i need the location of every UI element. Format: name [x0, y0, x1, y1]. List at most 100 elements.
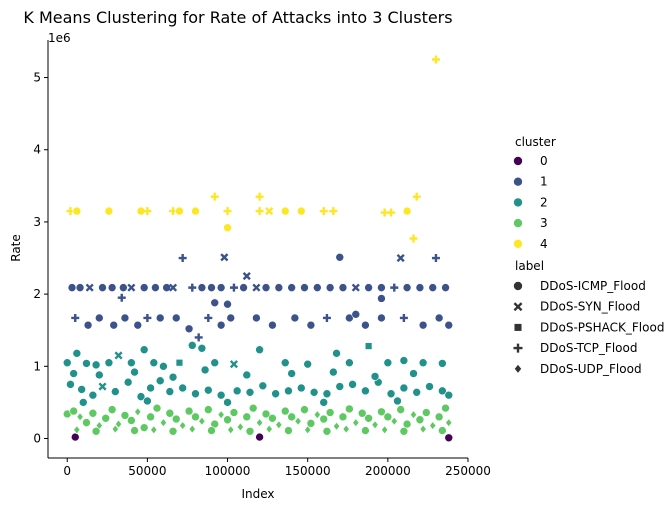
point-cluster-1-40 — [155, 313, 165, 323]
point-cluster-3-14 — [152, 403, 162, 413]
point-cluster-3-79 — [419, 424, 427, 434]
point-cluster-0-2 — [255, 432, 264, 442]
point-cluster-3-16 — [165, 408, 175, 418]
point-cluster-1-6 — [127, 283, 136, 292]
point-cluster-3-21 — [198, 416, 206, 426]
point-cluster-1-15 — [229, 283, 238, 292]
point-cluster-2-7 — [139, 345, 149, 355]
point-cluster-2-51 — [386, 389, 396, 399]
point-cluster-2-53 — [412, 388, 422, 397]
plot-area — [62, 55, 454, 443]
legend-swatch-cluster-1 — [513, 176, 523, 187]
point-cluster-1-24 — [338, 283, 348, 292]
point-cluster-3-67 — [188, 424, 196, 434]
point-cluster-4-13 — [265, 207, 274, 216]
point-cluster-2-63 — [287, 369, 296, 378]
point-cluster-2-11 — [187, 341, 197, 350]
point-cluster-3-32 — [268, 413, 277, 423]
point-cluster-3-36 — [294, 416, 302, 426]
point-cluster-3-27 — [236, 422, 244, 432]
point-cluster-3-69 — [227, 425, 235, 435]
point-cluster-3-49 — [377, 407, 386, 417]
point-cluster-4-22 — [412, 192, 421, 201]
point-cluster-3-47 — [364, 413, 373, 423]
point-cluster-1-20 — [287, 283, 296, 292]
point-cluster-1-58 — [178, 254, 187, 263]
legend-swatch-cluster-4 — [513, 239, 523, 249]
point-cluster-2-22 — [399, 356, 409, 365]
point-cluster-1-60 — [242, 272, 251, 281]
point-cluster-4-16 — [319, 207, 328, 216]
chart-title: K Means Clustering for Rate of Attacks i… — [23, 8, 452, 27]
point-cluster-0-1 — [70, 432, 80, 442]
point-cluster-1-56 — [434, 313, 444, 323]
point-cluster-4-17 — [329, 207, 338, 216]
point-cluster-2-26 — [77, 385, 86, 394]
point-cluster-3-3 — [82, 418, 91, 427]
y-ticks: 0 1 2 3 4 5 — [33, 71, 48, 446]
point-cluster-1-1 — [75, 283, 85, 292]
point-cluster-3-33 — [275, 420, 283, 430]
point-cluster-3-42 — [332, 421, 341, 431]
x-tick-label: 100000 — [205, 464, 251, 478]
point-cluster-3-62 — [91, 426, 101, 436]
point-cluster-1-39 — [143, 313, 152, 322]
point-cluster-2-25 — [66, 380, 75, 389]
legend-swatch-cluster-3 — [513, 218, 523, 228]
point-cluster-1-54 — [399, 313, 408, 322]
y-axis-label: Rate — [9, 234, 23, 262]
point-cluster-2-12 — [197, 343, 207, 353]
point-cluster-2-23 — [418, 358, 428, 368]
point-cluster-3-13 — [146, 412, 155, 422]
point-cluster-2-14 — [229, 360, 239, 369]
point-cluster-2-4 — [104, 358, 114, 368]
x-tick-label: 0 — [63, 464, 71, 478]
point-cluster-3-17 — [171, 414, 181, 424]
point-cluster-2-13 — [210, 358, 220, 368]
point-cluster-2-28 — [98, 382, 107, 391]
point-cluster-3-45 — [352, 418, 360, 428]
point-cluster-3-64 — [130, 426, 139, 435]
point-cluster-1-53 — [377, 313, 386, 323]
point-cluster-2-40 — [245, 388, 255, 397]
point-cluster-3-46 — [357, 408, 367, 418]
y-tick-label: 3 — [33, 215, 41, 229]
point-cluster-3-9 — [120, 411, 130, 420]
point-cluster-2-35 — [178, 383, 187, 393]
point-cluster-3-39 — [313, 410, 321, 420]
point-cluster-1-12 — [197, 283, 207, 292]
point-cluster-2-65 — [370, 372, 380, 381]
point-cluster-1-69 — [351, 310, 361, 319]
point-cluster-1-64 — [117, 293, 126, 302]
point-cluster-3-52 — [396, 405, 405, 414]
legend-label-ddos-udp-flood: DDoS-UDP_Flood — [540, 362, 642, 376]
point-cluster-3-51 — [390, 416, 398, 426]
point-cluster-4-8 — [210, 192, 219, 201]
point-cluster-2-66 — [409, 369, 418, 378]
point-cluster-1-9 — [162, 283, 171, 292]
point-cluster-4-2 — [104, 206, 114, 216]
point-cluster-3-41 — [325, 408, 335, 417]
point-cluster-1-0 — [67, 283, 77, 292]
point-cluster-2-2 — [82, 359, 91, 368]
point-cluster-1-33 — [71, 313, 80, 322]
y-tick-label: 4 — [33, 143, 41, 157]
point-cluster-2-69 — [223, 398, 232, 407]
legend-label-cluster-4: 4 — [540, 237, 548, 251]
point-cluster-1-44 — [216, 320, 226, 330]
point-cluster-4-23 — [431, 55, 440, 64]
point-cluster-3-76 — [361, 426, 370, 435]
point-cluster-1-62 — [396, 253, 405, 263]
point-cluster-3-7 — [107, 405, 117, 414]
point-cluster-3-71 — [265, 424, 273, 434]
point-cluster-1-27 — [377, 283, 386, 292]
point-cluster-2-39 — [232, 386, 242, 396]
point-cluster-1-37 — [120, 313, 130, 323]
point-cluster-2-10 — [175, 359, 184, 367]
point-cluster-3-72 — [284, 426, 293, 435]
point-cluster-2-20 — [364, 342, 373, 350]
point-cluster-3-68 — [207, 426, 216, 435]
point-cluster-3-53 — [402, 419, 412, 429]
legend-swatch-cluster-0 — [513, 156, 523, 166]
